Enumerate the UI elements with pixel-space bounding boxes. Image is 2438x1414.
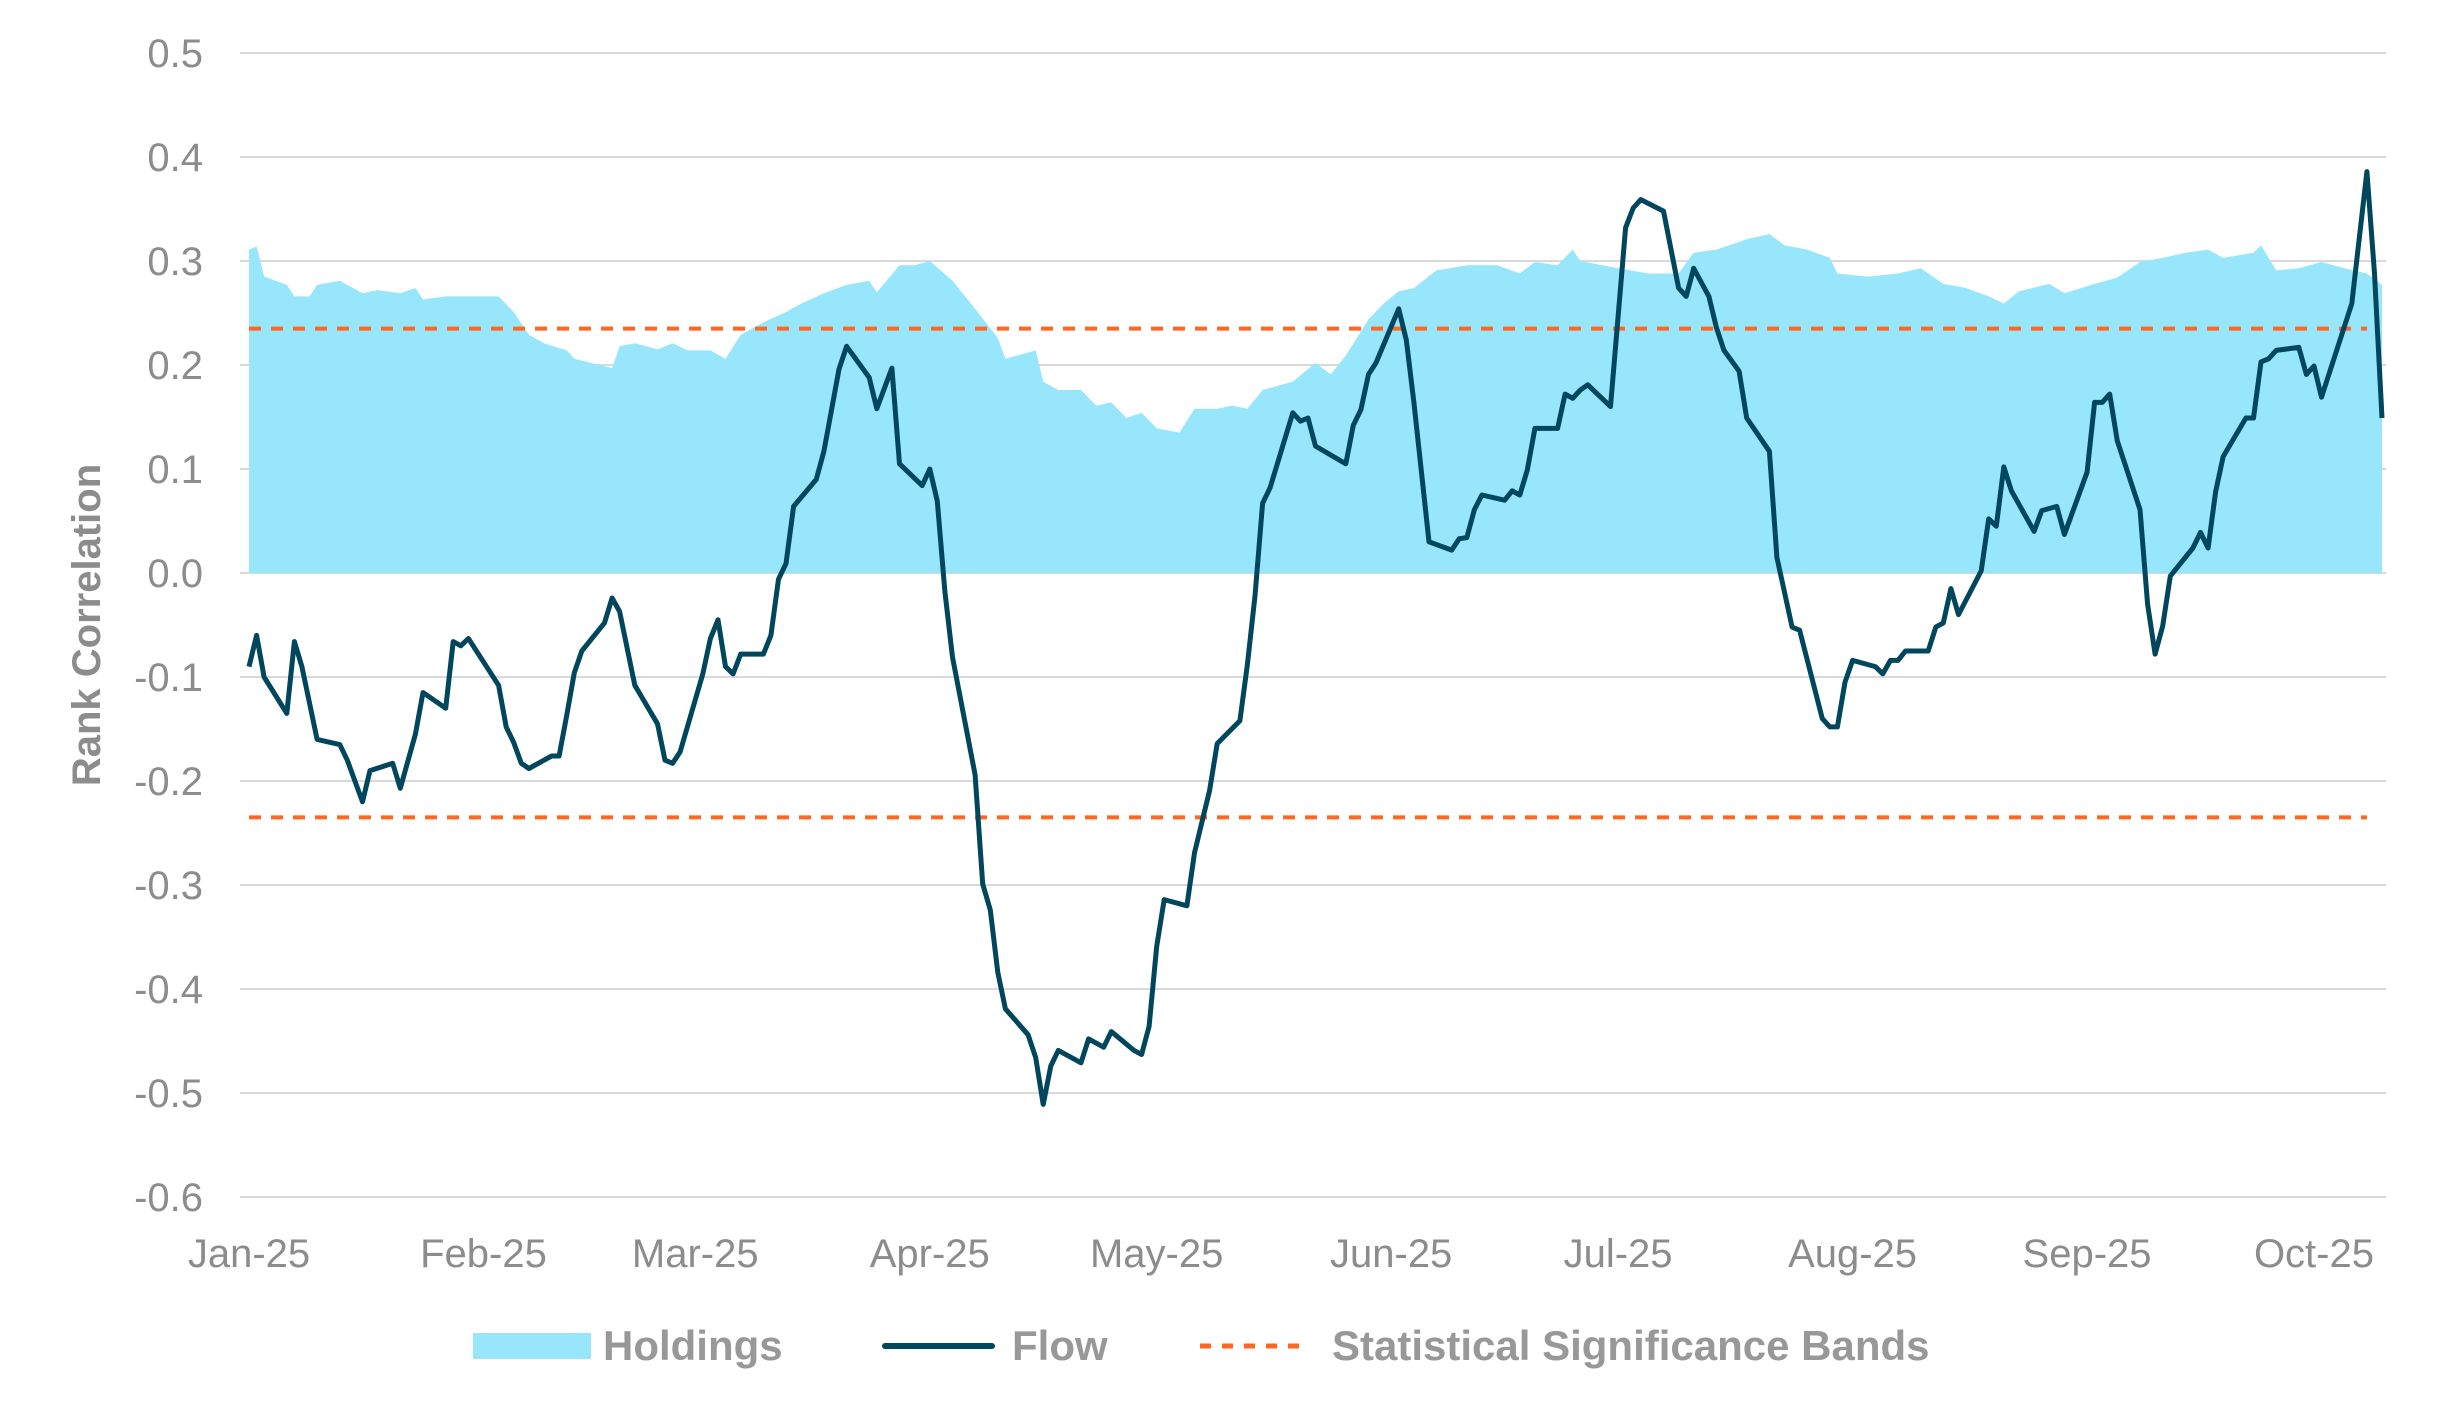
y-axis-title: Rank Correlation bbox=[65, 464, 109, 786]
x-tick-label: Mar-25 bbox=[632, 1232, 759, 1276]
legend-holdings-swatch bbox=[473, 1333, 591, 1359]
significance-bands-layer bbox=[249, 326, 2367, 820]
x-tick-label: Jul-25 bbox=[1564, 1232, 1673, 1276]
gridlines bbox=[240, 52, 2386, 1198]
y-tick-label: 0.5 bbox=[147, 32, 203, 76]
legend-flow-label: Flow bbox=[1012, 1322, 1108, 1369]
y-tick-label: -0.3 bbox=[134, 864, 203, 908]
legend: Holdings Flow Statistical Significance B… bbox=[473, 1322, 1930, 1369]
holdings-area-layer bbox=[249, 234, 2383, 573]
y-tick-label: -0.5 bbox=[134, 1072, 203, 1116]
y-tick-label: 0.1 bbox=[147, 448, 203, 492]
y-tick-label: 0.4 bbox=[147, 136, 203, 180]
y-tick-label: 0.0 bbox=[147, 552, 203, 596]
y-axis-ticks: 0.5 0.4 0.3 0.2 0.1 0.0 -0.1 -0.2 -0.3 -0.4 -0.5 -0… bbox=[134, 32, 203, 1220]
legend-holdings-label: Holdings bbox=[603, 1322, 783, 1369]
x-tick-label: May-25 bbox=[1090, 1232, 1223, 1276]
y-tick-label: -0.1 bbox=[134, 656, 203, 700]
x-tick-label: Jun-25 bbox=[1330, 1232, 1452, 1276]
legend-bands-label: Statistical Significance Bands bbox=[1332, 1322, 1930, 1369]
x-tick-label: Feb-25 bbox=[420, 1232, 547, 1276]
x-tick-label: Apr-25 bbox=[870, 1232, 990, 1276]
x-tick-label: Aug-25 bbox=[1788, 1232, 1917, 1276]
x-tick-label: Oct-25 bbox=[2254, 1232, 2374, 1276]
y-tick-label: 0.2 bbox=[147, 344, 203, 388]
x-tick-label: Jan-25 bbox=[188, 1232, 310, 1276]
flow-line bbox=[246, 169, 2385, 1107]
x-tick-label: Sep-25 bbox=[2023, 1232, 2152, 1276]
holdings-area bbox=[249, 234, 2383, 573]
y-tick-label: -0.2 bbox=[134, 760, 203, 804]
y-tick-label: 0.3 bbox=[147, 240, 203, 284]
y-tick-label: -0.6 bbox=[134, 1176, 203, 1220]
flow-line-layer bbox=[246, 169, 2385, 1107]
y-tick-label: -0.4 bbox=[134, 968, 203, 1012]
x-axis-ticks: Jan-25 Feb-25 Mar-25 Apr-25 May-25 Jun-25 Jul-… bbox=[188, 1232, 2374, 1276]
